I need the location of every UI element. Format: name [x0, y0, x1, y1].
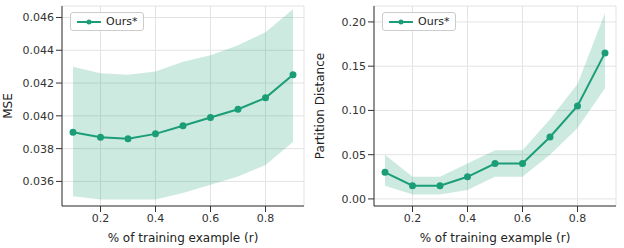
svg-text:0.6: 0.6	[514, 212, 532, 225]
html-text:Ours*: Ours*	[418, 15, 450, 28]
svg-text:0.044: 0.044	[23, 44, 55, 57]
svg-text:0.2: 0.2	[92, 212, 110, 225]
svg-text:0.046: 0.046	[23, 11, 55, 24]
svg-text:0.8: 0.8	[569, 212, 587, 225]
svg-text:0.05: 0.05	[342, 149, 367, 162]
svg-text:0.2: 0.2	[404, 212, 422, 225]
svg-text:% of training example (r): % of training example (r)	[420, 231, 571, 245]
svg-text:0.20: 0.20	[342, 16, 367, 29]
svg-text:% of training example (r): % of training example (r)	[108, 231, 259, 245]
svg-text:MSE: MSE	[8, 93, 15, 119]
svg-text:Partition Distance: Partition Distance	[313, 53, 327, 159]
svg-text:0.10: 0.10	[342, 104, 367, 117]
svg-text:0.4: 0.4	[147, 212, 165, 225]
svg-text:0.042: 0.042	[23, 77, 55, 90]
svg-text:0.038: 0.038	[23, 143, 55, 156]
svg-text:0.4: 0.4	[459, 212, 477, 225]
html-text:Ours*: Ours*	[106, 15, 138, 28]
svg-text:0.036: 0.036	[23, 175, 55, 188]
svg-text:0.15: 0.15	[342, 60, 367, 73]
svg-text:0.6: 0.6	[202, 212, 220, 225]
svg-text:0.8: 0.8	[257, 212, 275, 225]
svg-text:0.00: 0.00	[342, 193, 367, 206]
svg-text:0.040: 0.040	[23, 110, 55, 123]
